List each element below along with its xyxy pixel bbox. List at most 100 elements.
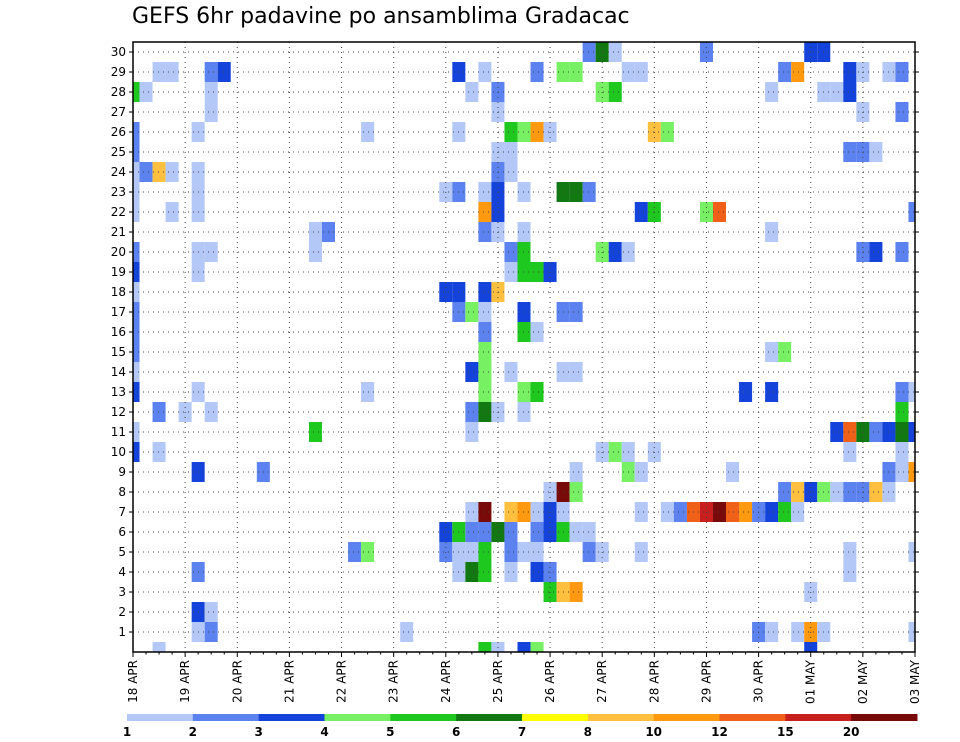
- heatmap-cell: [908, 422, 915, 442]
- heatmap-cell: [569, 362, 583, 382]
- y-tick-label: 25: [111, 145, 126, 159]
- heatmap-cell: [165, 62, 179, 82]
- heatmap-cell: [478, 542, 492, 562]
- heatmap-cell: [165, 162, 179, 182]
- heatmap-cell: [608, 442, 622, 462]
- heatmap-cell: [204, 62, 218, 82]
- heatmap-cell: [204, 82, 218, 102]
- y-tick-label: 17: [111, 305, 126, 319]
- heatmap-cell: [843, 542, 857, 562]
- heatmap-cell: [361, 122, 375, 142]
- heatmap-cell: [133, 202, 140, 222]
- heatmap-cell: [308, 242, 322, 262]
- heatmap-cell: [869, 422, 883, 442]
- heatmap-cell: [133, 382, 140, 402]
- heatmap-cell: [569, 582, 583, 602]
- heatmap-cell: [152, 442, 166, 462]
- heatmap-cell: [465, 82, 479, 102]
- heatmap-cell: [478, 222, 492, 242]
- colorbar-tick-label: 20: [843, 725, 860, 739]
- heatmap-cell: [765, 622, 779, 642]
- chart-title: GEFS 6hr padavine po ansamblima Gradacac: [132, 4, 630, 29]
- heatmap-cell: [478, 502, 492, 522]
- heatmap-cell: [660, 122, 674, 142]
- heatmap-cell: [673, 502, 687, 522]
- heatmap-cell: [908, 622, 915, 642]
- heatmap-cell: [569, 62, 583, 82]
- x-tick-label: 18 APR: [126, 660, 140, 703]
- heatmap-cell: [152, 642, 166, 652]
- x-tick-label: 26 APR: [543, 660, 557, 703]
- heatmap-cell: [634, 502, 648, 522]
- heatmap-cell: [139, 162, 153, 182]
- heatmap-cell: [478, 282, 492, 302]
- heatmap-cell: [843, 422, 857, 442]
- heatmap-cell: [165, 202, 179, 222]
- colorbar-tick-label: 5: [386, 725, 394, 739]
- heatmap-cell: [133, 242, 140, 262]
- heatmap-cell: [478, 342, 492, 362]
- y-tick-label: 30: [111, 45, 126, 59]
- x-tick-label: 01 MAY: [804, 659, 818, 704]
- colorbar: 1 2 3 4 5 6 7 8 10 12 15 20: [123, 714, 918, 739]
- heatmap-cells: [133, 42, 915, 652]
- heatmap-cell: [204, 602, 218, 622]
- heatmap-cell: [204, 622, 218, 642]
- heatmap-cell: [895, 422, 909, 442]
- heatmap-cell: [778, 502, 792, 522]
- x-tick-label: 29 APR: [699, 660, 713, 703]
- heatmap-cell: [478, 522, 492, 542]
- heatmap-cell: [530, 522, 544, 542]
- x-tick-label: 27 APR: [595, 660, 609, 703]
- heatmap-cell: [308, 422, 322, 442]
- heatmap-cell: [895, 102, 909, 122]
- heatmap-cell: [465, 562, 479, 582]
- x-tick-label: 30 APR: [752, 660, 766, 703]
- heatmap-cell: [830, 482, 844, 502]
- heatmap-cell: [133, 262, 140, 282]
- y-tick-label: 28: [111, 85, 126, 99]
- heatmap-cell: [726, 462, 740, 482]
- y-tick-label: 9: [118, 465, 126, 479]
- heatmap-cell: [634, 462, 648, 482]
- heatmap-cell: [478, 202, 492, 222]
- heatmap-cell: [133, 362, 140, 382]
- heatmap-cell: [765, 222, 779, 242]
- colorbar-swatch: [851, 714, 918, 721]
- heatmap-cell: [504, 242, 518, 262]
- y-tick-label: 16: [111, 325, 126, 339]
- heatmap-cell: [843, 142, 857, 162]
- y-tick-label: 24: [111, 165, 126, 179]
- heatmap-cell: [204, 102, 218, 122]
- colorbar-tick-label: 4: [320, 725, 328, 739]
- heatmap-cell: [660, 502, 674, 522]
- colorbar-swatch: [522, 714, 589, 721]
- heatmap-cell: [152, 162, 166, 182]
- colorbar-swatch: [653, 714, 720, 721]
- x-tick-label: 28 APR: [647, 660, 661, 703]
- heatmap-cell: [504, 362, 518, 382]
- heatmap-cell: [569, 522, 583, 542]
- heatmap-cell: [608, 242, 622, 262]
- x-tick-label: 21 APR: [282, 660, 296, 703]
- heatmap-cell: [582, 42, 596, 62]
- x-tick-label: 19 APR: [178, 660, 192, 703]
- heatmap-cell: [478, 322, 492, 342]
- heatmap-cell: [133, 182, 140, 202]
- colorbar-swatch: [587, 714, 655, 721]
- heatmap-cell: [530, 542, 544, 562]
- heatmap-cell: [504, 162, 518, 182]
- heatmap-cell: [869, 242, 883, 262]
- heatmap-cell: [530, 642, 544, 652]
- heatmap-cell: [869, 482, 883, 502]
- heatmap-cell: [908, 382, 915, 402]
- heatmap-cell: [465, 362, 479, 382]
- heatmap-cell: [133, 82, 140, 102]
- heatmap-cell: [843, 82, 857, 102]
- y-tick-label: 5: [118, 545, 126, 559]
- heatmap-cell: [908, 202, 915, 222]
- colorbar-tick-label: 10: [645, 725, 662, 739]
- heatmap-cell: [726, 502, 740, 522]
- heatmap-cell: [478, 562, 492, 582]
